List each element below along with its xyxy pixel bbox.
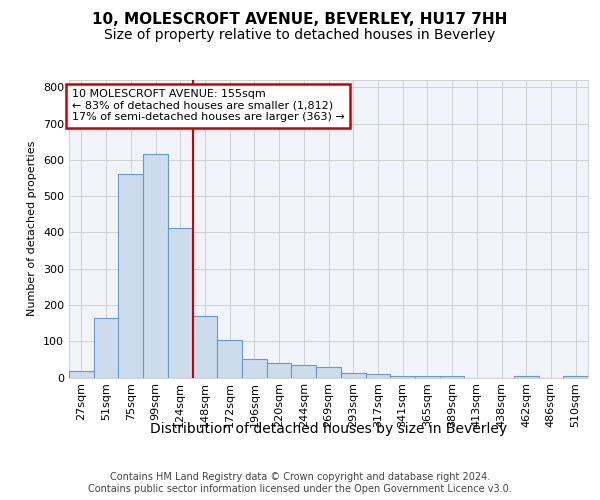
Bar [292, 365, 316, 378]
Bar [168, 228, 193, 378]
Text: Distribution of detached houses by size in Beverley: Distribution of detached houses by size … [150, 422, 508, 436]
Bar [193, 316, 217, 378]
Bar [217, 340, 242, 378]
Bar [118, 174, 143, 378]
Bar [242, 358, 267, 378]
Bar [94, 318, 118, 378]
Bar [267, 363, 292, 378]
Bar [440, 376, 464, 378]
Bar [415, 376, 440, 378]
Text: Contains HM Land Registry data © Crown copyright and database right 2024.
Contai: Contains HM Land Registry data © Crown c… [88, 472, 512, 494]
Text: 10, MOLESCROFT AVENUE, BEVERLEY, HU17 7HH: 10, MOLESCROFT AVENUE, BEVERLEY, HU17 7H… [92, 12, 508, 28]
Bar [316, 366, 341, 378]
Bar [563, 376, 588, 378]
Bar [143, 154, 168, 378]
Text: Size of property relative to detached houses in Beverley: Size of property relative to detached ho… [104, 28, 496, 42]
Y-axis label: Number of detached properties: Number of detached properties [28, 141, 37, 316]
Bar [514, 376, 539, 378]
Bar [390, 376, 415, 378]
Bar [341, 373, 365, 378]
Bar [69, 371, 94, 378]
Bar [365, 374, 390, 378]
Text: 10 MOLESCROFT AVENUE: 155sqm
← 83% of detached houses are smaller (1,812)
17% of: 10 MOLESCROFT AVENUE: 155sqm ← 83% of de… [72, 89, 345, 122]
